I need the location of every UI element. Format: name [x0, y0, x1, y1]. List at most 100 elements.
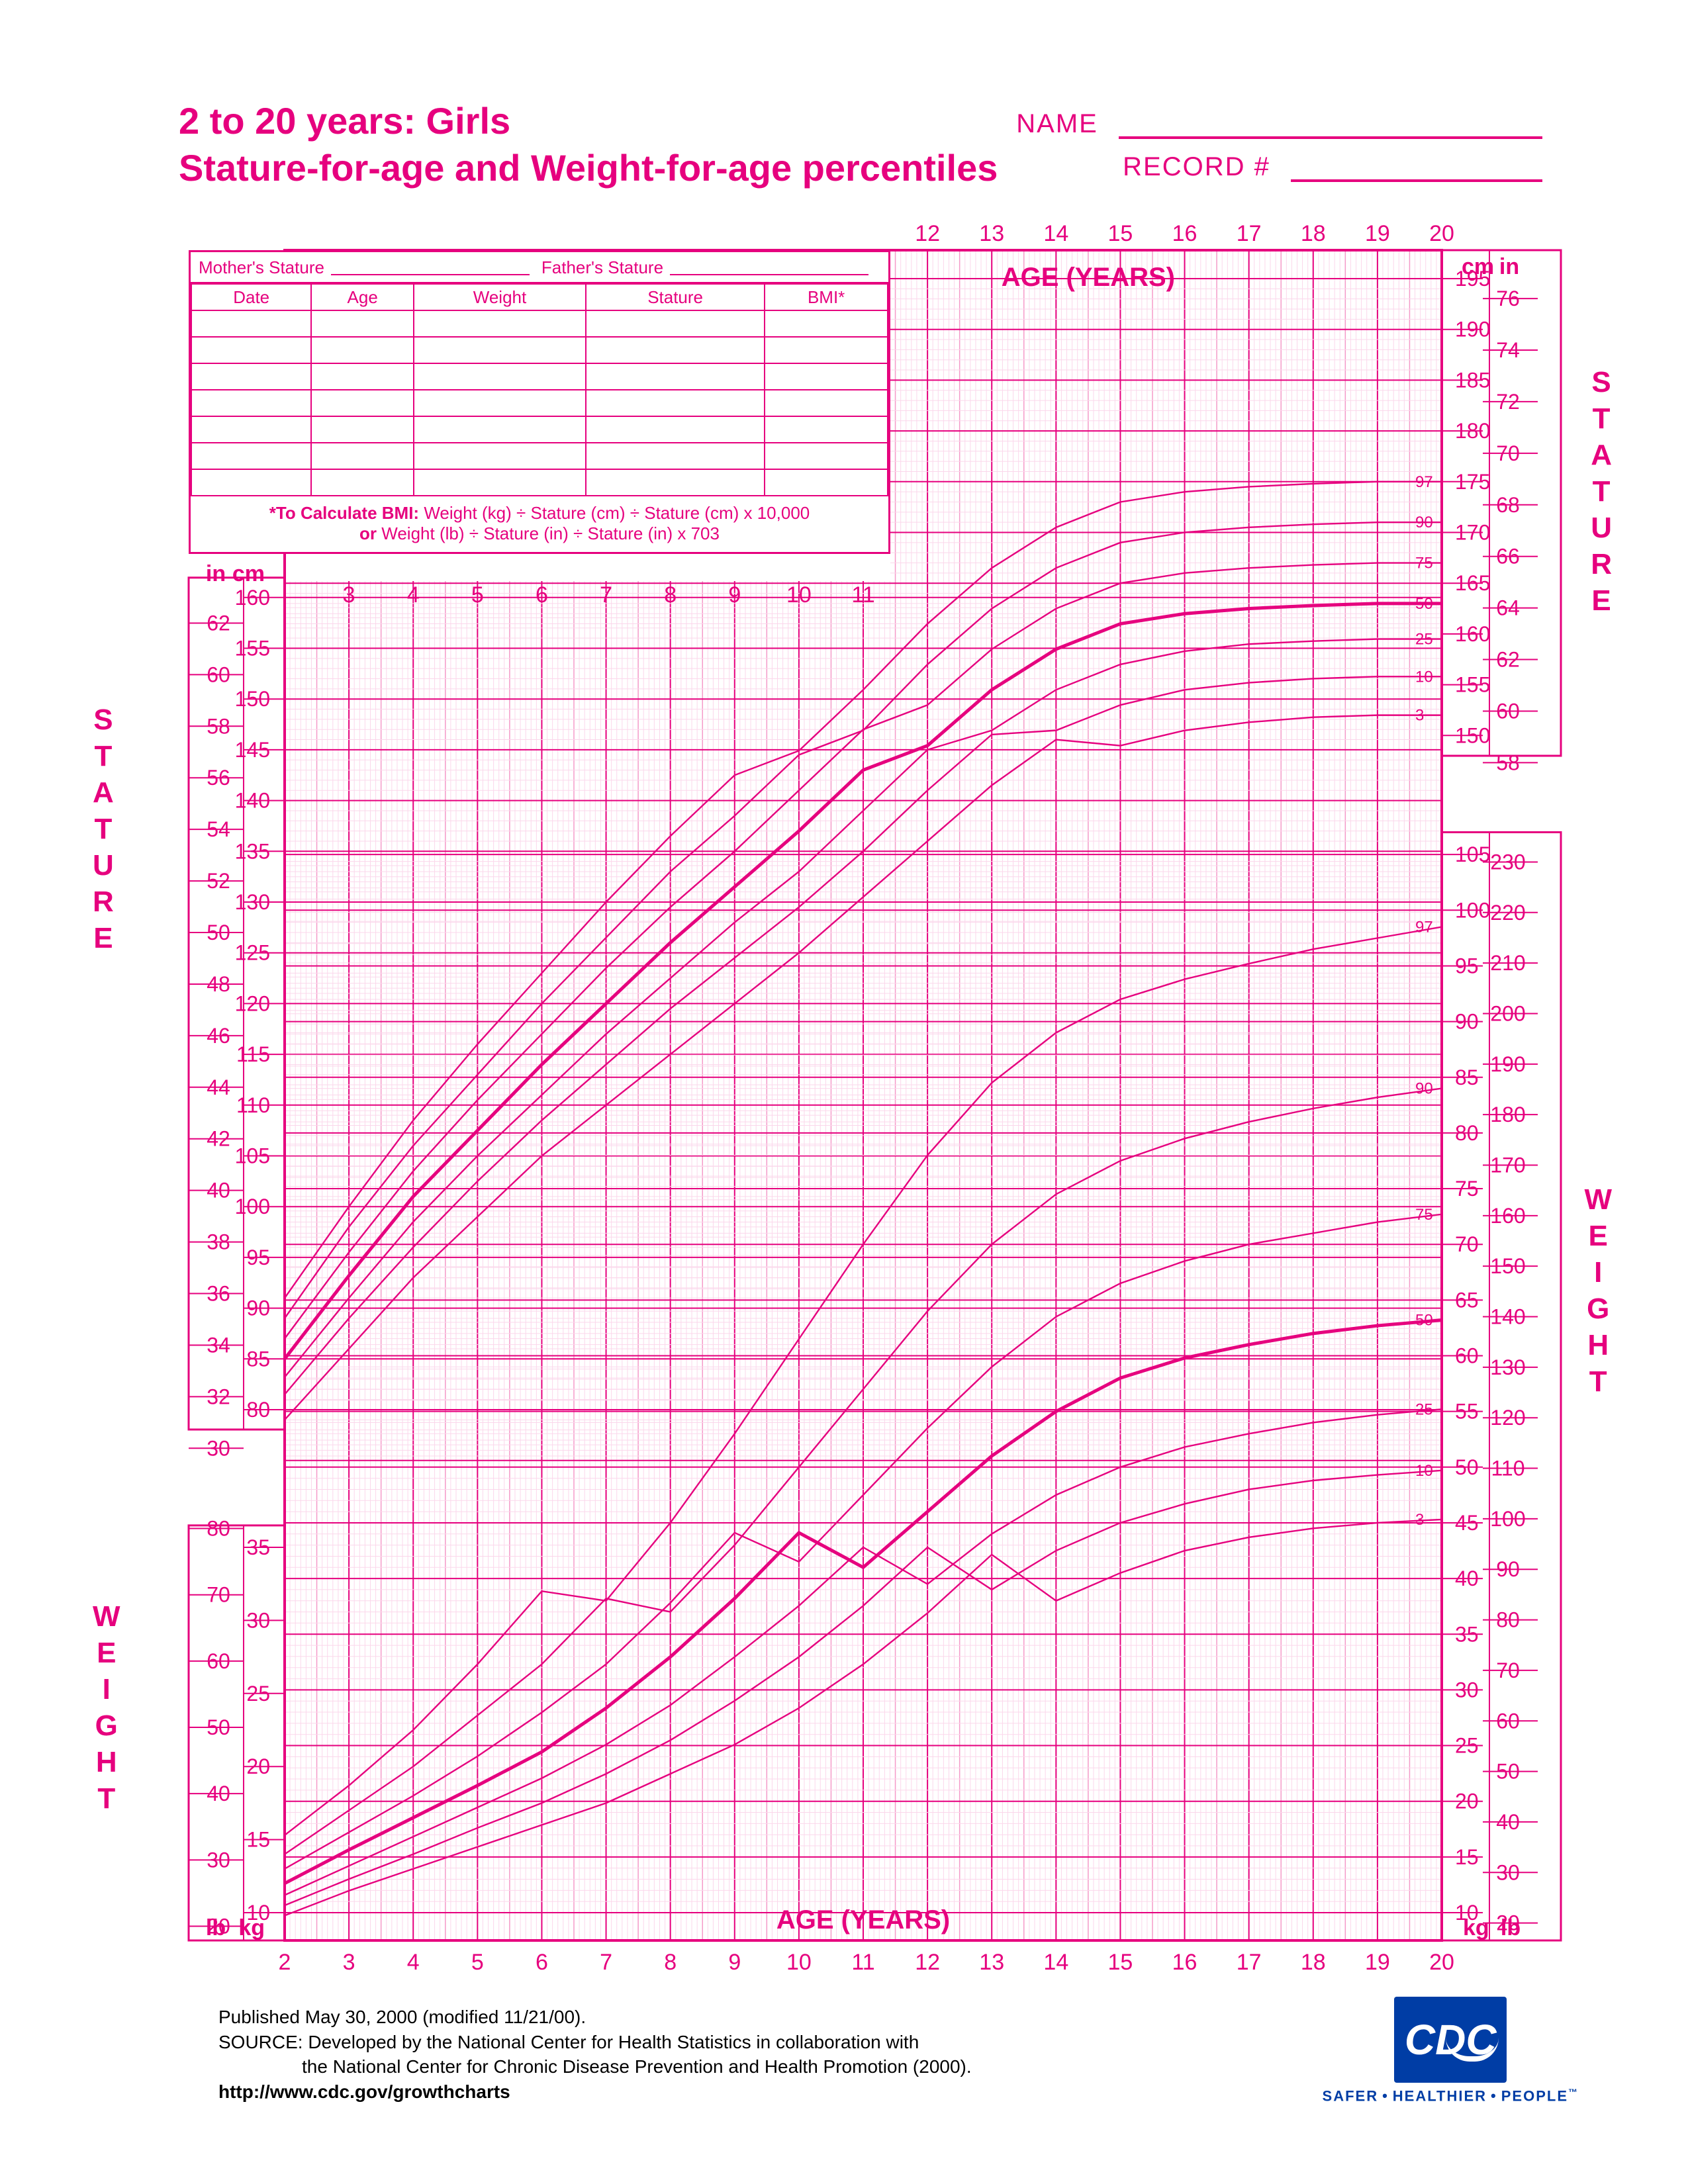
svg-text:17: 17	[1237, 1950, 1262, 1975]
svg-text:cm: cm	[1462, 254, 1494, 279]
table-cell[interactable]	[765, 469, 888, 496]
table-cell[interactable]	[586, 363, 765, 390]
svg-text:70: 70	[207, 1583, 230, 1607]
mother-stature-blank[interactable]	[331, 257, 530, 275]
table-cell[interactable]	[414, 443, 586, 469]
svg-text:120: 120	[235, 991, 270, 1015]
svg-text:60: 60	[1496, 699, 1520, 723]
table-cell[interactable]	[765, 337, 888, 363]
svg-text:150: 150	[1490, 1254, 1525, 1278]
svg-text:AGE (YEARS): AGE (YEARS)	[776, 1905, 950, 1934]
svg-text:80: 80	[1455, 1121, 1479, 1145]
table-cell[interactable]	[586, 469, 765, 496]
svg-text:125: 125	[235, 941, 270, 965]
svg-text:9: 9	[728, 1950, 741, 1975]
svg-text:180: 180	[1455, 419, 1490, 443]
table-cell[interactable]	[586, 390, 765, 416]
svg-text:32: 32	[207, 1385, 230, 1408]
table-cell[interactable]	[191, 443, 311, 469]
svg-text:60: 60	[1455, 1344, 1479, 1368]
table-cell[interactable]	[311, 416, 414, 443]
table-cell[interactable]	[765, 310, 888, 337]
svg-text:40: 40	[207, 1782, 230, 1805]
table-cell[interactable]	[586, 337, 765, 363]
svg-text:10: 10	[1415, 1462, 1433, 1480]
table-cell[interactable]	[191, 390, 311, 416]
svg-text:130: 130	[235, 890, 270, 914]
svg-text:56: 56	[207, 766, 230, 790]
svg-text:5: 5	[471, 1950, 484, 1975]
svg-text:19: 19	[1365, 221, 1390, 246]
table-cell[interactable]	[414, 337, 586, 363]
table-cell[interactable]	[191, 416, 311, 443]
svg-text:95: 95	[246, 1246, 270, 1269]
svg-text:10: 10	[786, 1950, 812, 1975]
table-cell[interactable]	[765, 443, 888, 469]
svg-text:40: 40	[1455, 1567, 1479, 1590]
table-cell[interactable]	[586, 310, 765, 337]
father-stature-blank[interactable]	[670, 257, 868, 275]
table-cell[interactable]	[414, 416, 586, 443]
table-cell[interactable]	[765, 416, 888, 443]
svg-text:15: 15	[1108, 1950, 1133, 1975]
svg-text:140: 140	[1490, 1305, 1525, 1329]
table-cell[interactable]	[191, 310, 311, 337]
svg-text:165: 165	[1455, 571, 1490, 595]
table-cell[interactable]	[311, 337, 414, 363]
table-row	[191, 337, 888, 363]
svg-text:20: 20	[1429, 221, 1454, 246]
table-cell[interactable]	[311, 469, 414, 496]
svg-text:15: 15	[1108, 221, 1133, 246]
svg-text:90: 90	[1415, 1080, 1433, 1098]
svg-text:105: 105	[235, 1144, 270, 1168]
table-cell[interactable]	[586, 443, 765, 469]
table-cell[interactable]	[414, 363, 586, 390]
svg-text:100: 100	[1490, 1507, 1525, 1531]
svg-text:62: 62	[1496, 648, 1520, 672]
svg-text:220: 220	[1490, 901, 1525, 925]
svg-text:72: 72	[1496, 390, 1520, 414]
svg-text:230: 230	[1490, 850, 1525, 874]
table-row	[191, 310, 888, 337]
svg-text:50: 50	[1455, 1455, 1479, 1479]
svg-text:16: 16	[1172, 1950, 1197, 1975]
svg-text:4: 4	[407, 582, 420, 608]
svg-text:190: 190	[1490, 1052, 1525, 1076]
svg-text:3: 3	[343, 1950, 355, 1975]
table-cell[interactable]	[414, 390, 586, 416]
father-stature-label: Father's Stature	[541, 257, 663, 278]
table-cell[interactable]	[311, 443, 414, 469]
table-cell[interactable]	[191, 469, 311, 496]
cdc-tagline: SAFER•HEALTHIER•PEOPLE™	[1323, 2087, 1579, 2105]
footer: Published May 30, 2000 (modified 11/21/0…	[218, 2005, 972, 2105]
svg-text:65: 65	[1455, 1288, 1479, 1312]
table-cell[interactable]	[311, 390, 414, 416]
table-row	[191, 416, 888, 443]
svg-text:58: 58	[1496, 751, 1520, 774]
data-entry-table: Mother's Stature Father's Stature DateAg…	[189, 250, 890, 554]
table-row	[191, 469, 888, 496]
svg-text:36: 36	[207, 1282, 230, 1306]
svg-text:in: in	[1499, 254, 1519, 279]
table-col-header: Age	[311, 284, 414, 310]
svg-text:200: 200	[1490, 1001, 1525, 1025]
svg-text:80: 80	[1496, 1608, 1520, 1632]
table-cell[interactable]	[191, 363, 311, 390]
table-cell[interactable]	[311, 310, 414, 337]
table-cell[interactable]	[414, 469, 586, 496]
svg-text:15: 15	[1455, 1845, 1479, 1869]
svg-text:170: 170	[1455, 521, 1490, 545]
table-cell[interactable]	[311, 363, 414, 390]
svg-text:85: 85	[246, 1347, 270, 1371]
table-cell[interactable]	[765, 390, 888, 416]
svg-text:30: 30	[246, 1608, 270, 1632]
table-cell[interactable]	[586, 416, 765, 443]
table-cell[interactable]	[414, 310, 586, 337]
svg-text:40: 40	[207, 1179, 230, 1203]
table-cell[interactable]	[765, 363, 888, 390]
svg-text:lb: lb	[206, 1915, 226, 1940]
table-cell[interactable]	[191, 337, 311, 363]
svg-text:3: 3	[343, 582, 355, 608]
table-row	[191, 390, 888, 416]
svg-text:80: 80	[246, 1398, 270, 1422]
